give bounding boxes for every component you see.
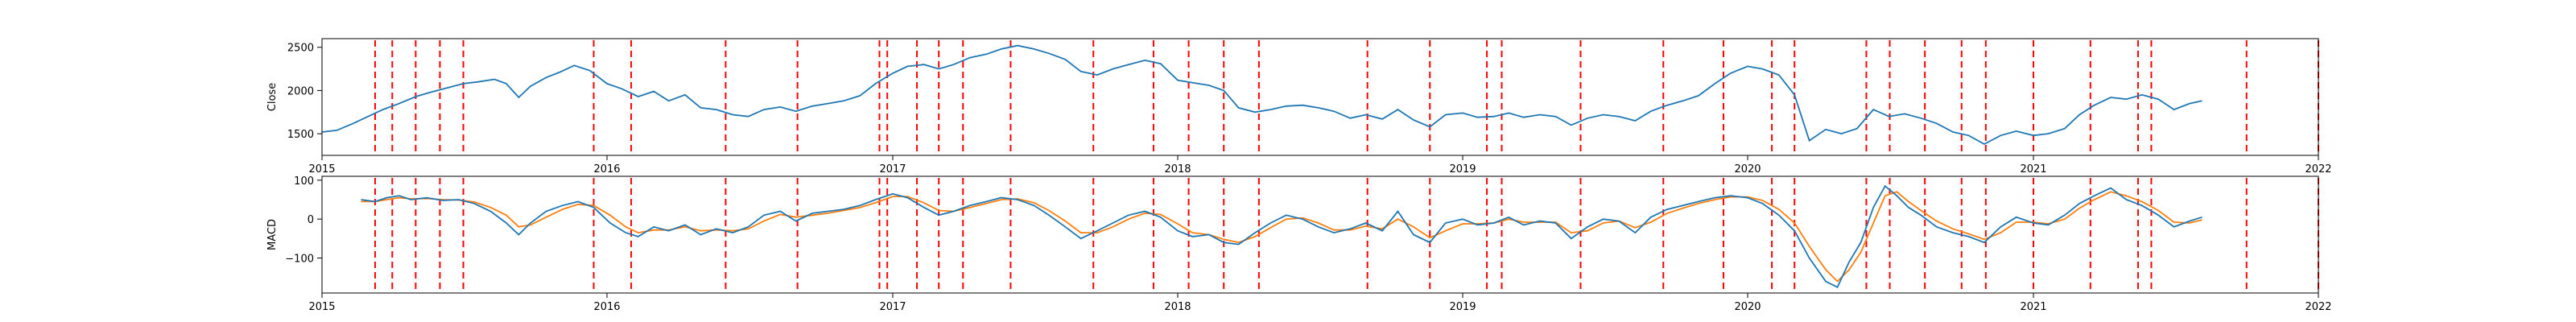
macd-x-tick-label: 2017 — [879, 301, 906, 313]
close-y-ticks: 1500 2000 2500 — [287, 43, 322, 141]
close-x-tick-label: 2015 — [308, 163, 335, 175]
close-event-lines — [374, 40, 2319, 154]
close-series-line — [321, 44, 2202, 146]
close-y-tick-label: 2000 — [287, 85, 314, 97]
signal-series-line — [361, 191, 2202, 283]
macd-y-tick-label: 0 — [308, 214, 314, 226]
macd-y-ticks: −100 0 100 — [285, 175, 322, 266]
close-x-tick-label: 2016 — [593, 163, 620, 175]
close-x-tick-label: 2020 — [1734, 163, 1761, 175]
close-axes-frame — [321, 38, 2319, 156]
macd-y-tick-label: 100 — [294, 175, 314, 188]
close-x-tick-label: 2017 — [879, 163, 906, 175]
macd-x-ticks: 2015 2016 2017 2018 2019 2020 2021 2022 — [308, 293, 2332, 313]
macd-y-tick-label: −100 — [285, 254, 314, 266]
close-x-tick-label: 2018 — [1164, 163, 1191, 175]
macd-y-axis-label: MACD — [266, 219, 279, 250]
macd-x-tick-label: 2015 — [308, 301, 335, 313]
close-y-axis-label: Close — [266, 83, 279, 111]
macd-x-tick-label: 2020 — [1734, 301, 1761, 313]
close-panel: 2015 2016 2017 2018 2019 2020 2021 2022 1500 200… — [266, 38, 2332, 175]
close-y-tick-label: 1500 — [287, 129, 314, 141]
macd-series-line — [361, 184, 2202, 289]
macd-x-tick-label: 2019 — [1449, 301, 1476, 313]
close-x-ticks: 2015 2016 2017 2018 2019 2020 2021 2022 — [308, 155, 2332, 175]
macd-axes-frame — [321, 175, 2319, 294]
close-x-tick-label: 2022 — [2305, 163, 2331, 175]
close-y-tick-label: 2500 — [287, 43, 314, 55]
close-x-tick-label: 2019 — [1449, 163, 1476, 175]
close-x-tick-label: 2021 — [2020, 163, 2046, 175]
macd-x-tick-label: 2021 — [2020, 301, 2046, 313]
macd-x-tick-label: 2018 — [1164, 301, 1191, 313]
macd-event-lines — [374, 178, 2319, 291]
macd-panel: 2015 2016 2017 2018 2019 2020 2021 2022 −100 0 10… — [266, 175, 2332, 313]
macd-x-tick-label: 2022 — [2305, 301, 2331, 313]
macd-x-tick-label: 2016 — [593, 301, 620, 313]
